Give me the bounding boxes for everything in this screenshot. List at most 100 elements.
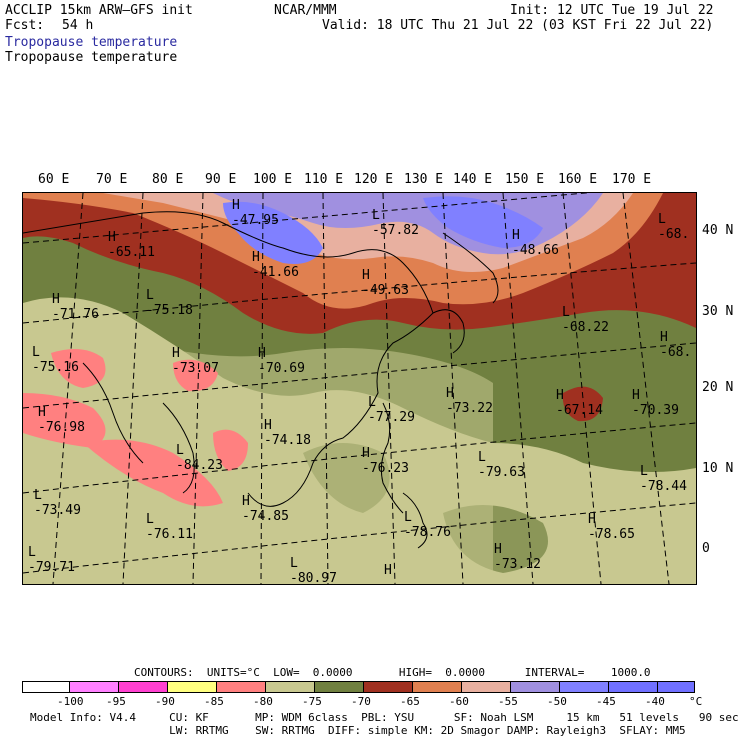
colorbar-box [216, 681, 266, 693]
field-title-shaded: Tropopause temperature [5, 35, 178, 50]
lon-label: 100 E [253, 172, 293, 187]
extremum-label: H -73.12 [494, 542, 541, 572]
shade-minus-80 [173, 359, 218, 392]
lon-label: 70 E [96, 172, 128, 187]
colorbar-box [167, 681, 217, 693]
colorbar-box [118, 681, 168, 693]
lon-label: 110 E [304, 172, 344, 187]
lon-label: 80 E [152, 172, 184, 187]
colorbar-box [265, 681, 315, 693]
colorbar-box [510, 681, 560, 693]
contour-info: CONTOURS: UNITS=°C LOW= 0.0000 HIGH= 0.0… [134, 666, 651, 679]
lon-label: 120 E [354, 172, 394, 187]
colorbar-tick: -80 [253, 695, 273, 708]
colorbar-tick: -70 [351, 695, 371, 708]
extremum-label: H -76.98 [38, 405, 85, 435]
extremum-label: L -79.63 [478, 450, 525, 480]
colorbar-tick: -55 [498, 695, 518, 708]
lon-label: 90 E [205, 172, 237, 187]
extremum-label: H -73.22 [446, 386, 493, 416]
valid-time: Valid: 18 UTC Thu 21 Jul 22 (03 KST Fri … [322, 18, 714, 33]
extremum-label: L -68. [658, 212, 690, 242]
forecast-hour: 54 h [62, 18, 94, 33]
lon-label: 140 E [453, 172, 493, 187]
extremum-label: H -74.85 [242, 494, 289, 524]
extremum-label: H -71.76 [52, 292, 99, 322]
map-panel [22, 192, 697, 585]
shade-minus-45 [423, 196, 543, 248]
extremum-label: L -78.44 [640, 464, 687, 494]
colorbar-tick: -75 [302, 695, 322, 708]
colorbar-box [412, 681, 462, 693]
extremum-label: H [384, 563, 392, 578]
extremum-label: H -76.23 [362, 446, 409, 476]
extremum-label: H -68. [660, 330, 692, 360]
colorbar-tick: -60 [449, 695, 469, 708]
colorbar-tick: -90 [155, 695, 175, 708]
lat-label: 30 N [702, 304, 734, 319]
organization: NCAR/MMM [274, 3, 337, 18]
extremum-label: L -76.11 [146, 512, 193, 542]
forecast-label: Fcst: [5, 18, 45, 33]
extremum-label: L -84.23 [176, 443, 223, 473]
colorbar-box [608, 681, 658, 693]
lon-label: 130 E [404, 172, 444, 187]
shade-minus-45 [223, 201, 323, 264]
lon-label: 170 E [612, 172, 652, 187]
shade-minus-80 [23, 393, 106, 448]
colorbar-box [657, 681, 695, 693]
extremum-label: L -68.22 [562, 305, 609, 335]
model-info-line-1: Model Info: V4.4 CU: KF MP: WDM 6class P… [30, 711, 739, 724]
init-time: Init: 12 UTC Tue 19 Jul 22 [510, 3, 714, 18]
extremum-label: H -47.95 [232, 198, 279, 228]
model-info-line-2: LW: RRTMG SW: RRTMG DIFF: simple KM: 2D … [30, 724, 686, 737]
colorbar-tick: -50 [547, 695, 567, 708]
extremum-label: L -57.82 [372, 208, 419, 238]
colorbar-box [22, 681, 70, 693]
shade-minus-80 [83, 439, 223, 507]
colorbar-tick: -40 [645, 695, 665, 708]
extremum-label: H -74.18 [264, 418, 311, 448]
colorbar-unit: °C [689, 695, 703, 708]
lon-label: 160 E [558, 172, 598, 187]
extremum-label: H -48.66 [512, 228, 559, 258]
colorbar-tick: -100 [57, 695, 84, 708]
extremum-label: L -78.76 [404, 510, 451, 540]
extremum-label: L -79.71 [28, 545, 75, 575]
colorbar-box [363, 681, 413, 693]
colorbar-box [69, 681, 119, 693]
tropopause-temperature-field [23, 193, 696, 584]
extremum-label: H -78.65 [588, 512, 635, 542]
colorbar-tick: -65 [400, 695, 420, 708]
extremum-label: H -67.14 [556, 388, 603, 418]
colorbar-box [559, 681, 609, 693]
colorbar-tick: -45 [596, 695, 616, 708]
extremum-label: L -73.49 [34, 488, 81, 518]
lat-label: 0 [702, 541, 710, 556]
graticule [23, 193, 696, 584]
extremum-label: H -49.63 [362, 268, 409, 298]
colorbar-tick: -85 [204, 695, 224, 708]
coastlines [23, 211, 499, 549]
colorbar-tick: -95 [106, 695, 126, 708]
shade-minus-75-mid [23, 339, 493, 584]
colorbar-box [314, 681, 364, 693]
model-title: ACCLIP 15km ARW–GFS init [5, 3, 193, 18]
extremum-label: H -41.66 [252, 250, 299, 280]
extremum-label: H -73.07 [172, 346, 219, 376]
lat-label: 40 N [702, 223, 734, 238]
extremum-label: L -77.29 [368, 395, 415, 425]
shade-minus-80 [213, 429, 248, 471]
extremum-label: L -75.16 [32, 345, 79, 375]
field-title-contour: Tropopause temperature [5, 50, 178, 65]
lon-label: 60 E [38, 172, 70, 187]
colorbar-box [461, 681, 511, 693]
extremum-label: H -70.39 [632, 388, 679, 418]
shade-minus-80 [51, 349, 106, 388]
extremum-label: H -65.11 [108, 230, 155, 260]
lat-label: 10 N [702, 461, 734, 476]
shade-minus-65-spot [562, 386, 603, 422]
extremum-label: H -70.69 [258, 346, 305, 376]
lat-label: 20 N [702, 380, 734, 395]
